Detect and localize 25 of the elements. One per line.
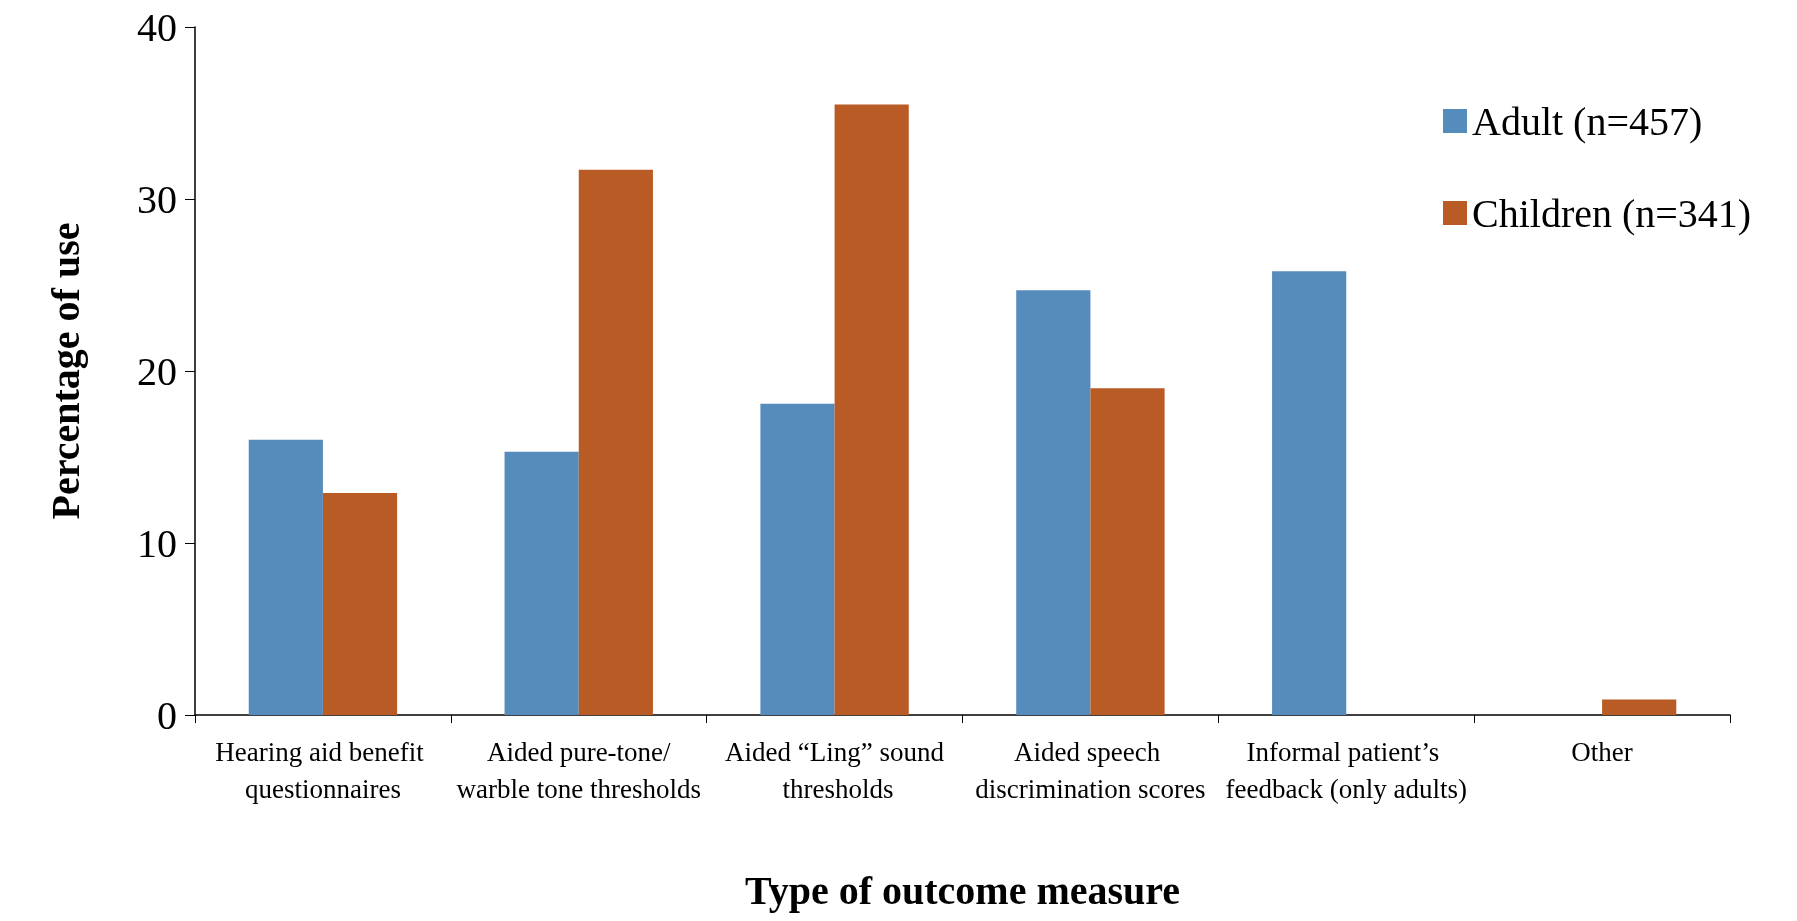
x-axis-title: Type of outcome measure [744,867,1181,913]
x-tick-label: Other [1571,736,1633,767]
x-tick-label: Aided pure-tone/warble tone thresholds [456,736,701,804]
bar [322,493,398,715]
x-tick-label: Aided “Ling” sound thresholds [725,736,945,804]
bar [760,403,835,715]
legend-label: Adult (n=457) [1472,98,1703,144]
x-tick-label: Informal patient’s feedback (only adults) [1225,736,1467,804]
bar [504,451,579,715]
bar [834,104,909,715]
y-axis-title: Percentage of use [42,222,88,520]
bar [1090,388,1165,715]
y-tick-label: 30 [137,176,177,222]
y-tick-label: 20 [137,348,177,394]
x-tick-label: Aided speech discrimination scores [975,736,1206,804]
bar [1602,699,1677,715]
bar [578,169,653,715]
bar [1272,271,1347,715]
y-tick-label: 40 [137,4,177,50]
y-tick-label: 0 [157,692,177,738]
y-tick-label: 10 [137,520,177,566]
bar [1016,290,1091,715]
x-tick-label: Hearing aid benefit questionnaires [215,736,431,804]
legend-label: Children (n=341) [1472,190,1752,236]
bar [248,439,323,715]
